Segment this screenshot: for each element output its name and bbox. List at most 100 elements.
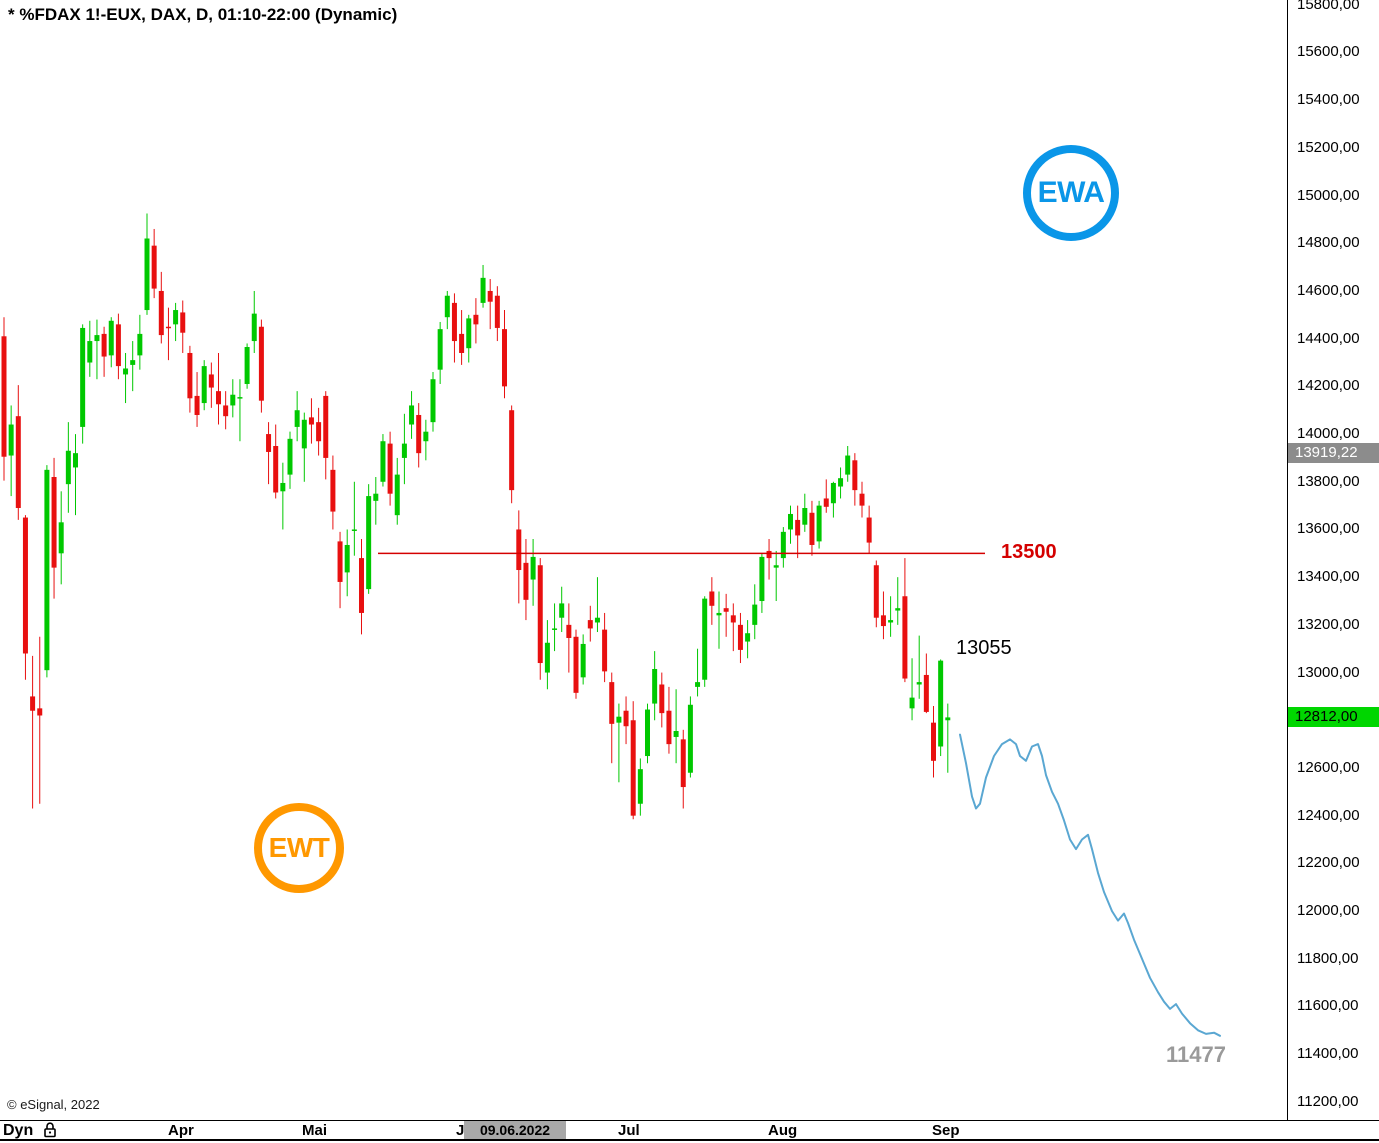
candle — [788, 505, 793, 544]
candle — [94, 319, 100, 380]
candle — [666, 686, 672, 754]
candle — [494, 286, 500, 342]
price-tick-13600: 13600,00 — [1297, 520, 1360, 538]
candle — [173, 302, 179, 342]
candle — [931, 705, 936, 778]
price-tick-15000: 15000,00 — [1297, 186, 1360, 204]
candle — [144, 213, 150, 315]
candle — [480, 264, 486, 308]
marked-price-label: 13919,22 — [1288, 443, 1379, 464]
price-tick-15400: 15400,00 — [1297, 91, 1360, 109]
candle — [165, 307, 171, 361]
candle — [237, 379, 243, 442]
price-tick-14800: 14800,00 — [1297, 234, 1360, 252]
candle — [916, 635, 922, 699]
price-tick-14200: 14200,00 — [1297, 377, 1360, 395]
candle — [423, 419, 429, 461]
candle — [823, 479, 829, 513]
candle — [852, 453, 858, 506]
candle — [251, 290, 257, 353]
candle — [845, 445, 851, 482]
candle — [766, 539, 772, 580]
price-tick-12400: 12400,00 — [1297, 806, 1360, 824]
candle — [695, 648, 701, 697]
time-tick-apr: Apr — [168, 1122, 194, 1139]
candle — [873, 560, 879, 628]
candle — [616, 703, 622, 783]
time-tick-jul: Jul — [618, 1122, 640, 1139]
candle — [15, 385, 21, 520]
candle — [344, 529, 350, 597]
candle — [244, 343, 250, 389]
candle — [359, 539, 364, 635]
candle — [258, 319, 264, 413]
price-tick-12600: 12600,00 — [1297, 758, 1360, 776]
candle — [337, 531, 343, 609]
padlock-icon[interactable] — [43, 1122, 57, 1143]
level-label-13500[interactable]: 13500 — [1001, 541, 1057, 564]
candle — [44, 465, 50, 678]
price-tick-15200: 15200,00 — [1297, 138, 1360, 156]
candle — [637, 758, 643, 816]
candle — [316, 407, 322, 456]
projection-path[interactable] — [959, 733, 1221, 1037]
price-note-13055[interactable]: 13055 — [956, 637, 1012, 660]
candle — [909, 658, 915, 721]
candle — [123, 352, 129, 404]
price-tick-14400: 14400,00 — [1297, 329, 1360, 347]
candle — [437, 321, 443, 384]
time-axis-separator — [0, 1120, 1379, 1121]
candle — [51, 457, 57, 599]
chart-canvas[interactable]: * %FDAX 1!-EUX, DAX, D, 01:10-22:00 (Dyn… — [0, 0, 1287, 1120]
candle — [366, 484, 372, 594]
candle — [702, 596, 708, 687]
candle — [487, 279, 493, 330]
candle — [859, 481, 865, 518]
candle — [459, 310, 465, 365]
candle — [473, 298, 479, 344]
candle — [923, 653, 929, 714]
candle — [330, 455, 336, 530]
time-axis[interactable]: Dyn 09.06.2022 AprMaiJunJulAugSep — [0, 1121, 1379, 1141]
candle — [602, 612, 608, 683]
candle — [945, 703, 951, 773]
candle — [709, 577, 715, 625]
price-tick-15600: 15600,00 — [1297, 43, 1360, 61]
candle — [223, 391, 229, 430]
candle — [308, 398, 314, 444]
candle — [659, 672, 665, 728]
candle — [301, 412, 307, 482]
dyn-mode-label[interactable]: Dyn — [3, 1122, 34, 1139]
candle — [1, 317, 7, 481]
last-price-label: 12812,00 — [1288, 707, 1379, 728]
candlestick-chart[interactable] — [0, 0, 1287, 1120]
target-note-11477[interactable]: 11477 — [1166, 1042, 1226, 1068]
candle — [888, 596, 894, 637]
candle — [609, 672, 615, 764]
candle — [194, 372, 200, 427]
esignal-copyright: © eSignal, 2022 — [7, 1097, 100, 1112]
candle — [587, 605, 593, 642]
price-tick-11200: 11200,00 — [1297, 1092, 1359, 1110]
candle — [108, 317, 114, 368]
candle — [809, 500, 815, 556]
time-tick-aug: Aug — [768, 1122, 798, 1139]
candle — [559, 586, 565, 633]
candle — [8, 405, 14, 497]
candle — [65, 422, 71, 513]
candle — [687, 696, 693, 778]
candle — [594, 577, 600, 633]
candle — [80, 324, 86, 444]
candle — [630, 701, 636, 820]
ewa-logo: EWA — [1023, 145, 1119, 241]
price-axis[interactable]: 15800,00 15600,00 15400,00 15200,00 15000,00… — [1288, 0, 1379, 1120]
candle — [902, 558, 908, 683]
candle — [158, 271, 164, 344]
time-tick-mai: Mai — [302, 1122, 328, 1139]
candle — [451, 293, 457, 363]
candle — [652, 651, 658, 721]
ewt-logo-text: EWT — [268, 832, 330, 863]
candle — [151, 228, 157, 299]
candle — [466, 314, 472, 363]
price-tick-11400: 11400,00 — [1297, 1045, 1359, 1063]
